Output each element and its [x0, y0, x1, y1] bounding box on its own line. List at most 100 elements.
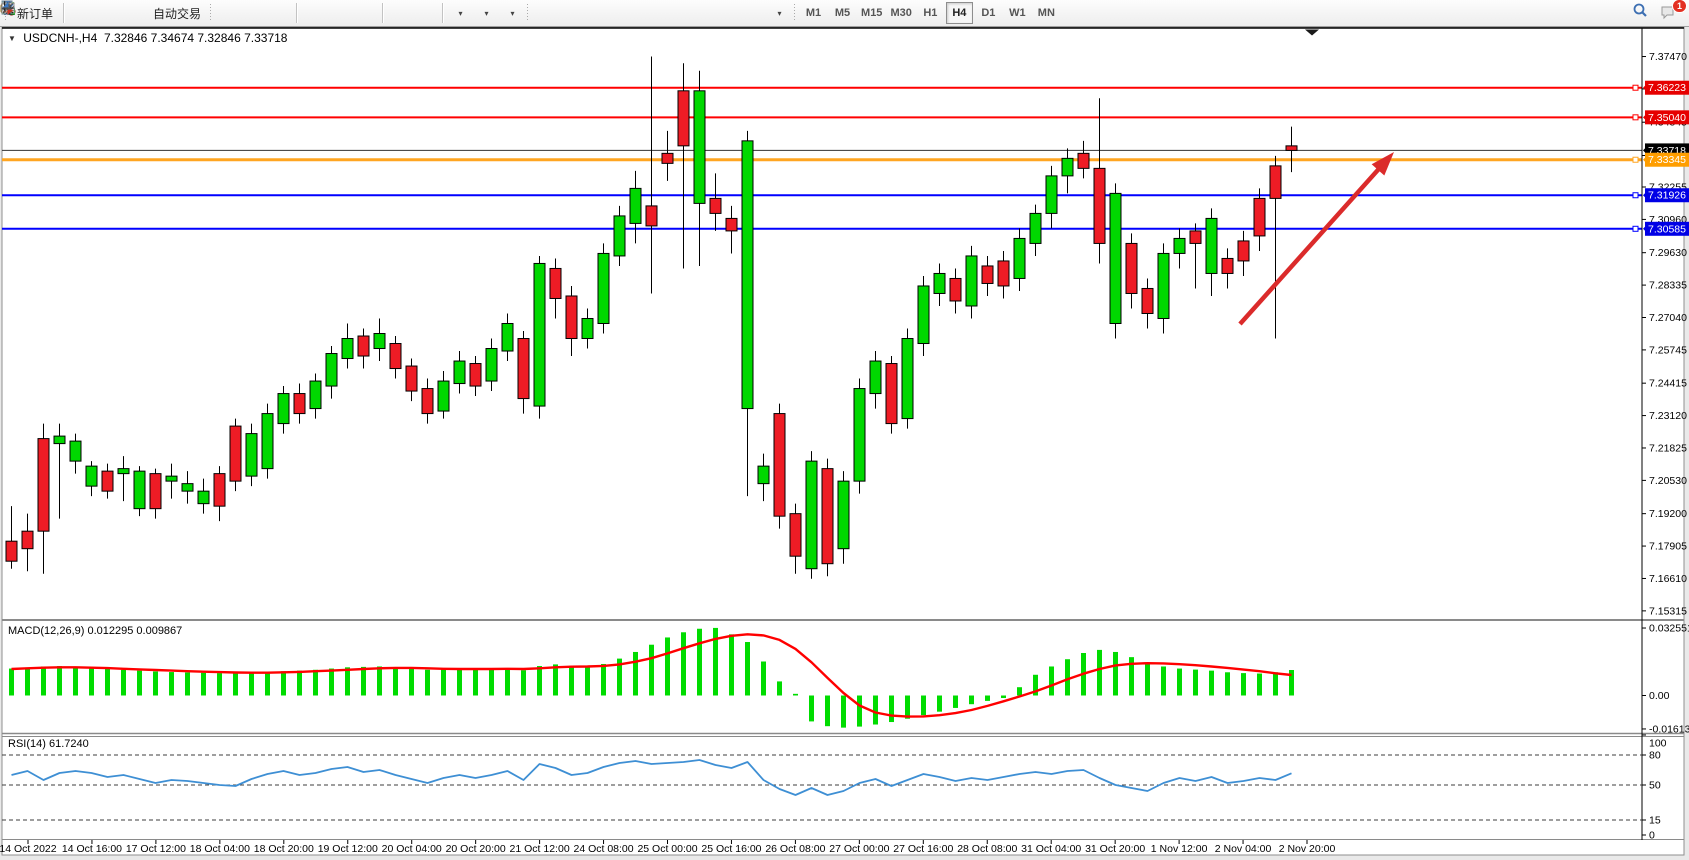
macd-histogram-bar: [1225, 672, 1230, 696]
trend-arrow-head[interactable]: [1371, 152, 1394, 176]
timeframe-w1[interactable]: W1: [1004, 2, 1031, 24]
chart-shift-button[interactable]: [1, 2, 438, 24]
time-label: 17 Oct 12:00: [126, 843, 186, 855]
chart-canvas[interactable]: 7.374707.361757.348457.335157.322557.309…: [0, 27, 1689, 860]
new-order-label: 新订单: [17, 6, 54, 21]
time-label: 28 Oct 08:00: [957, 843, 1017, 855]
candle-body: [197, 490, 210, 505]
line-handle[interactable]: [1632, 156, 1639, 163]
line-handle[interactable]: [1632, 192, 1639, 199]
candle-body: [805, 460, 818, 570]
macd-histogram-bar: [345, 667, 350, 696]
timeframe-m15[interactable]: M15: [858, 2, 885, 24]
macd-histogram-bar: [585, 666, 590, 696]
candle-body: [1189, 230, 1202, 244]
rsi-tick-label: 100: [1649, 738, 1667, 750]
candle-body: [85, 465, 98, 487]
candle-body: [165, 475, 178, 482]
macd-histogram-bar: [665, 637, 670, 696]
market-watch-button[interactable]: [1, 2, 119, 24]
candle-body: [901, 338, 914, 420]
candle-body: [1237, 240, 1250, 262]
vertical-line-tool-button[interactable]: [7, 2, 609, 24]
timeframe-mn[interactable]: MN: [1033, 2, 1060, 24]
arrows-tool-button[interactable]: ▾: [2, 1, 791, 24]
separator: [63, 3, 66, 23]
macd-histogram-bar: [1049, 666, 1054, 696]
macd-histogram-bar: [201, 672, 206, 696]
line-handle[interactable]: [1632, 84, 1639, 91]
trendline-tool-button[interactable]: [2, 2, 661, 24]
timeframe-m1[interactable]: M1: [800, 2, 827, 24]
candle-body: [469, 363, 482, 387]
search-icon: [1633, 3, 1647, 17]
periods-button[interactable]: ▾: [1, 1, 498, 24]
fibonacci-tool-button[interactable]: F: [2, 2, 713, 24]
macd-histogram-bar: [457, 668, 462, 696]
one-click-trading-toggle-icon[interactable]: ▼: [8, 34, 16, 43]
price-badge-label: 7.31926: [1648, 190, 1686, 202]
candle-body: [1141, 287, 1154, 314]
zoom-out-button[interactable]: [1, 1, 352, 24]
indicators-button[interactable]: ▾: [1, 1, 472, 24]
text-label-tool-button[interactable]: T: [1, 2, 765, 24]
auto-scroll-button[interactable]: [1, 2, 412, 24]
signals-button[interactable]: [1, 2, 145, 24]
candle-body: [725, 217, 738, 232]
time-label: 19 Oct 12:00: [318, 843, 378, 855]
new-order-button[interactable]: 新订单: [1, 0, 59, 24]
candle-body: [213, 473, 226, 507]
text-tool-button[interactable]: A: [4, 1, 739, 24]
candle-body: [181, 483, 194, 492]
separator: [296, 3, 299, 23]
line-handle[interactable]: [1632, 225, 1639, 232]
crosshair-tool-button[interactable]: [2, 2, 583, 24]
rsi-tick-label: 50: [1649, 780, 1661, 792]
trend-arrow-annotation[interactable]: [1238, 165, 1383, 326]
timeframe-h4[interactable]: H4: [945, 2, 973, 24]
macd-histogram-bar: [265, 672, 270, 696]
macd-histogram-bar: [1065, 659, 1070, 696]
candle-body: [357, 335, 370, 357]
toolbar-drag-handle[interactable]: [526, 4, 530, 22]
chart-shift-marker[interactable]: [1305, 29, 1319, 36]
price-tick-label: 7.20530: [1649, 475, 1687, 487]
separator: [442, 3, 445, 23]
macd-histogram-bar: [521, 670, 526, 696]
toolbar-drag-handle[interactable]: [209, 4, 213, 22]
search-button[interactable]: [1632, 2, 1656, 24]
chart-profile-button[interactable]: [1, 2, 93, 24]
candlestick-chart-button[interactable]: [2, 1, 266, 24]
timeframe-h1[interactable]: H1: [917, 2, 944, 24]
price-tick-label: 7.25745: [1649, 344, 1687, 356]
candle-body: [421, 388, 434, 415]
timeframe-m30[interactable]: M30: [887, 2, 914, 24]
time-label: 20 Oct 04:00: [382, 843, 442, 855]
line-chart-button[interactable]: [1, 2, 292, 24]
timeframe-m5[interactable]: M5: [829, 2, 856, 24]
chart-title: USDCNH-,H4: [23, 31, 98, 45]
horizontal-line-tool-button[interactable]: [2, 2, 635, 24]
tile-windows-button[interactable]: [2, 2, 378, 24]
time-label: 31 Oct 20:00: [1085, 843, 1145, 855]
equidistant-channel-tool-button[interactable]: E: [1, 1, 687, 24]
candle-body: [229, 425, 242, 482]
macd-histogram-bar: [1017, 687, 1022, 696]
line-handle[interactable]: [1632, 114, 1639, 121]
candle-body: [501, 323, 514, 352]
candle-body: [5, 540, 18, 562]
macd-indicator-label: MACD(12,26,9) 0.012295 0.009867: [8, 625, 183, 637]
trendline-icon: [2, 2, 14, 14]
autotrading-button[interactable]: 自动交易: [0, 1, 207, 24]
candle-body: [245, 433, 258, 477]
macd-histogram-bar: [1001, 695, 1006, 698]
cursor-tool-button[interactable]: [4, 1, 557, 24]
macd-histogram-bar: [569, 665, 574, 696]
bar-chart-button[interactable]: [2, 2, 240, 24]
notifications-button[interactable]: 1: [1658, 0, 1687, 24]
timeframe-d1[interactable]: D1: [975, 2, 1002, 24]
candle-body: [581, 317, 594, 340]
templates-button[interactable]: ▾: [1, 2, 524, 24]
toolbar-drag-handle[interactable]: [793, 4, 797, 22]
zoom-in-button[interactable]: [1, 1, 326, 24]
